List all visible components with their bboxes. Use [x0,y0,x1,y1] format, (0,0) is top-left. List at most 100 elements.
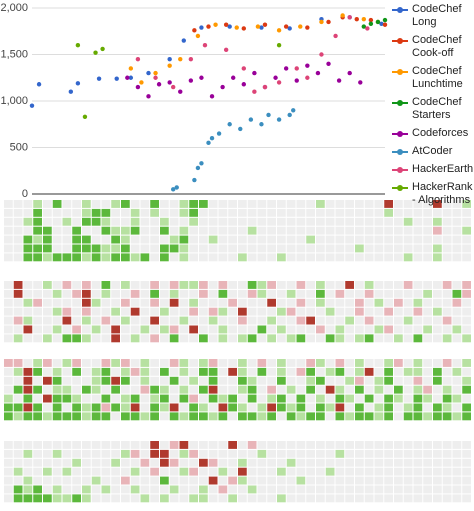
point [287,112,292,118]
heat-cell [394,485,403,494]
heat-cell [238,385,247,394]
heat-cell [267,200,276,208]
heat-cell [208,226,218,235]
heat-cell [13,458,23,467]
heat-cell [286,359,296,367]
heat-cell [423,217,432,226]
heat-cell [374,385,384,394]
heat-cell [423,467,432,476]
heat-cell [306,476,315,485]
heat-cell [413,208,423,217]
heat-cell [169,253,179,262]
heat-cell [433,385,442,394]
heat-cell [247,376,257,385]
heat-cell [228,244,237,253]
legend-label: Codeforces [412,127,469,139]
heat-cell [364,298,374,307]
heat-cell [23,226,33,235]
heat-cell [452,494,462,503]
heat-cell [52,281,62,289]
heat-cell [335,281,345,289]
heat-cell [384,253,393,262]
heat-cell [374,476,384,485]
point [266,112,271,118]
heat-cell [325,226,335,235]
heat-cell [72,334,81,343]
heat-cell [286,217,296,226]
heat-cell [218,316,228,325]
heat-cell [160,485,169,494]
heat-cell [150,298,159,307]
heat-cell [345,316,354,325]
heat-cell [218,476,228,485]
point [276,80,282,85]
heat-cell [52,485,62,494]
heat-cell [277,412,286,421]
heat-cell [179,476,189,485]
heat-cell [355,200,364,208]
heat-cell [101,289,111,298]
heat-cell [433,235,442,244]
point [354,16,359,22]
heat-cell [296,307,306,316]
point [241,66,246,71]
heat-cell [452,226,462,235]
heat-cell [364,449,374,458]
heat-cell [364,334,374,343]
heat-cell [462,412,471,421]
heat-cell [23,394,33,403]
heat-cell [442,485,452,494]
heat-cell [130,367,140,376]
heat-cell [33,494,42,503]
heat-cell [101,253,111,262]
heat-cell [247,281,257,289]
heat-cell [52,244,62,253]
heat-cell [150,281,159,289]
heat-cell [423,394,432,403]
heat-cell [62,208,72,217]
heat-cell [199,289,208,298]
heat-cell [384,467,393,476]
heat-cell [403,367,413,376]
heat-cell [228,281,237,289]
heat-cell [403,403,413,412]
heat-cell [228,449,237,458]
legend-label: CodeChef Starters [412,96,462,121]
heat-cell [394,307,403,316]
heat-cell [4,412,13,421]
heat-cell [52,316,62,325]
heat-cell [394,334,403,343]
heat-cell [413,325,423,334]
heat-cell [257,394,267,403]
heat-cell [33,385,42,394]
heat-cell [160,367,169,376]
heat-cell [286,307,296,316]
heat-cell [267,253,276,262]
heat-cell [257,485,267,494]
heat-cell [111,289,120,298]
heat-cell [374,394,384,403]
heat-cell [433,376,442,385]
heat-cell [208,316,218,325]
heat-cell [189,298,198,307]
heat-cell [82,208,91,217]
heat-cell [286,334,296,343]
heat-cell [267,307,276,316]
heat-cell [306,485,315,494]
heat-cell [335,289,345,298]
heat-cell [160,316,169,325]
heat-cell [101,458,111,467]
heat-cell [169,403,179,412]
heat-cell [23,200,33,208]
point [315,70,321,76]
heat-cell [13,376,23,385]
heat-cell [374,316,384,325]
heat-cell [33,394,42,403]
heat-cell [316,441,325,449]
heat-cell [52,200,62,208]
point [153,75,158,80]
heat-cell [296,367,306,376]
heat-cell [345,281,354,289]
heat-cell [4,298,13,307]
